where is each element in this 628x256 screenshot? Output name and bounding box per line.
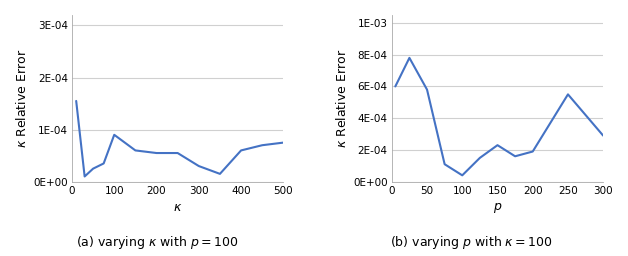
Y-axis label: $\kappa$ Relative Error: $\kappa$ Relative Error — [335, 49, 349, 148]
Text: (a) varying $\kappa$ with $p = 100$: (a) varying $\kappa$ with $p = 100$ — [76, 234, 238, 251]
X-axis label: $\kappa$: $\kappa$ — [173, 201, 182, 215]
Text: (b) varying $p$ with $\kappa = 100$: (b) varying $p$ with $\kappa = 100$ — [389, 234, 553, 251]
Y-axis label: $\kappa$ Relative Error: $\kappa$ Relative Error — [15, 49, 29, 148]
X-axis label: $p$: $p$ — [493, 201, 502, 215]
